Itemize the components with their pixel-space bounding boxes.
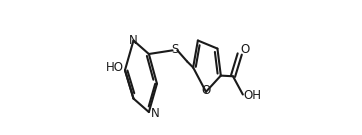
Text: O: O (241, 43, 250, 56)
Text: S: S (171, 43, 178, 56)
Text: OH: OH (244, 89, 261, 102)
Text: HO: HO (106, 61, 124, 74)
Text: N: N (151, 107, 159, 120)
Text: N: N (129, 34, 138, 47)
Text: O: O (201, 84, 211, 97)
